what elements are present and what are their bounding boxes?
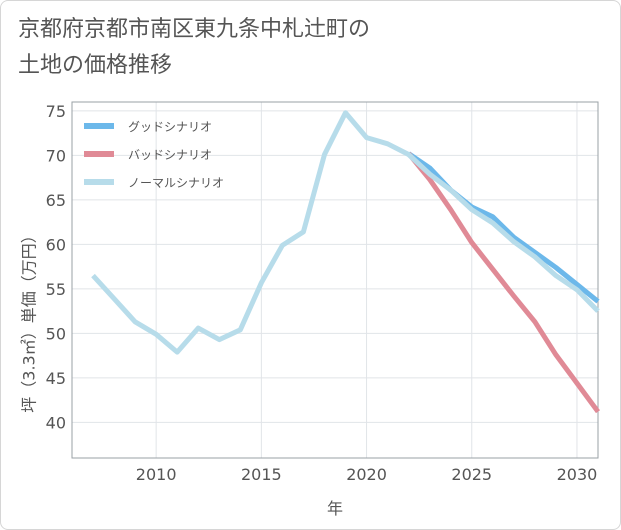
series-line-2 xyxy=(406,152,601,414)
y-tick-label: 65 xyxy=(46,191,66,210)
series-line-3 xyxy=(91,110,600,355)
y-tick-label: 40 xyxy=(46,413,66,432)
y-tick-label: 60 xyxy=(46,235,66,254)
y-tick-label: 70 xyxy=(46,146,66,165)
tick-labels: 2010 2015 2020 2025 2030 40 45 50 55 60 65 70 75 xyxy=(46,102,598,484)
y-axis-label: 坪（3.3㎡）単価（万円） xyxy=(20,227,39,412)
x-tick-label: 2015 xyxy=(241,465,282,484)
y-tick-label: 75 xyxy=(46,102,66,121)
x-tick-label: 2010 xyxy=(136,465,177,484)
chart-title-line-1: 京都府京都市南区東九条中札辻町の xyxy=(18,17,371,42)
x-axis-label: 年 xyxy=(327,499,343,518)
y-tick-label: 50 xyxy=(46,324,66,343)
y-tick-label: 45 xyxy=(46,369,66,388)
x-tick-label: 2025 xyxy=(451,465,492,484)
y-tick-label: 55 xyxy=(46,280,66,299)
chart-title-line-2: 土地の価格推移 xyxy=(18,53,173,78)
legend-label-1: グッドシナリオ xyxy=(128,120,212,134)
plot-frame xyxy=(71,101,599,459)
series-layer xyxy=(91,110,601,414)
x-tick-label: 2030 xyxy=(557,465,598,484)
legend-label-3: ノーマルシナリオ xyxy=(128,176,224,190)
x-tick-label: 2020 xyxy=(346,465,387,484)
chart-title: 京都府京都市南区東九条中札辻町の 土地の価格推移 xyxy=(18,12,578,84)
grid xyxy=(72,102,598,458)
legend-label-2: バッドシナリオ xyxy=(128,148,212,162)
